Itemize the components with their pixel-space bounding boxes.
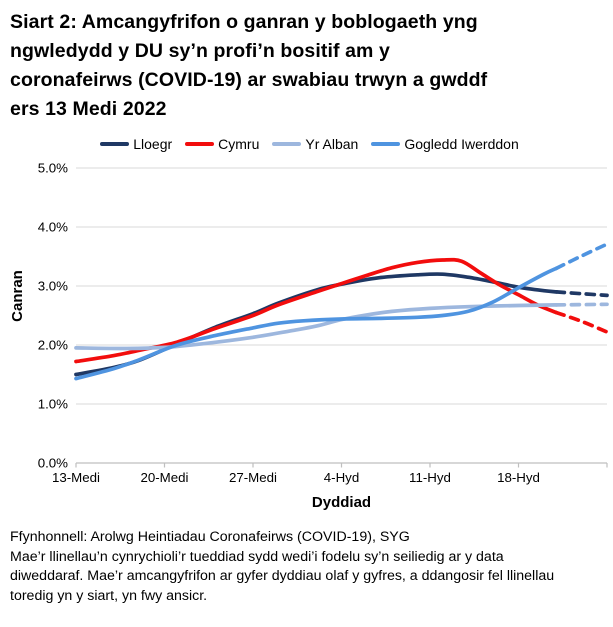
series-line-cymru [74,257,559,364]
x-axis-label: 11-Hyd [409,470,451,485]
series-line-dashed-cymru [554,310,609,334]
legend-line-swatch-gogledd-iwerddon [371,142,401,146]
x-axis-title: Dyddiad [312,494,371,511]
series-line-gogledd-iwerddon [74,266,559,381]
x-axis-label: 20-Medi [140,470,188,485]
source-text: Ffynhonnell: Arolwg Heintiadau Coronafei… [10,529,410,545]
x-axis-label: 27-Medi [229,470,277,485]
chart-legend: Lloegr Cymru Yr Alban Gogledd Iwerddon [6,134,613,154]
title-line-4: ers 13 Medi 2022 [10,98,167,120]
note-line-2: diweddaraf. Mae’r amcangyfrifon ar gyfer… [10,568,555,584]
series-line-dashed-gogledd-iwerddon [554,242,609,271]
note-line-1: Mae’r llinellau’n cynrychioli’r tueddiad… [10,548,504,565]
series-line-dashed-yr-alban [554,302,609,307]
legend-label-yr-alban: Yr Alban [305,136,359,152]
title-line-2: ngwledydd y DU sy’n profi’n bositif am y [10,40,390,62]
legend-label-cymru: Cymru [218,136,260,152]
x-axis-label: 18-Hyd [497,470,540,485]
title-line-3: coronafeirws (COVID-19) ar swabiau trwyn… [10,69,488,91]
legend-item-gogledd-iwerddon: Gogledd Iwerddon [371,136,519,152]
legend-line-swatch-lloegr [100,142,130,146]
legend-label-gogledd-iwerddon: Gogledd Iwerddon [404,136,519,152]
x-axis-label: 4-Hyd [324,470,359,485]
y-axis-label: 1.0% [38,397,68,412]
legend-item-yr-alban: Yr Alban [272,136,358,152]
legend-line-swatch-yr-alban [272,142,302,146]
y-axis-label: 2.0% [38,338,68,353]
title-line-1: Siart 2: Amcangyfrifon o ganran y boblog… [10,11,478,33]
legend-line-swatch-cymru [185,142,215,146]
y-axis-label: 0.0% [38,456,68,471]
chart-footer: Ffynhonnell: Arolwg Heintiadau Coronafei… [10,528,613,606]
line-chart: 0.0% 1.0% 2.0% 3.0% 4.0% 5.0% 13-Medi 20-Medi 27… [9,161,609,511]
y-axis-label: 5.0% [38,161,68,176]
y-axis-label: 3.0% [38,279,68,294]
chart-title: Siart 2: Amcangyfrifon o ganran y boblog… [10,8,613,124]
series-line-yr-alban [74,303,559,351]
note-line-3: toredig yn y siart, yn fwy ansicr. [10,587,208,604]
legend-label-lloegr: Lloegr [133,136,173,152]
y-axis-label: 4.0% [38,220,68,235]
legend-item-cymru: Cymru [185,136,259,152]
series-line-dashed-lloegr [554,290,609,298]
legend-item-lloegr: Lloegr [100,136,172,152]
y-axis-title: Canran [9,270,26,322]
x-axis-label: 13-Medi [52,470,100,485]
